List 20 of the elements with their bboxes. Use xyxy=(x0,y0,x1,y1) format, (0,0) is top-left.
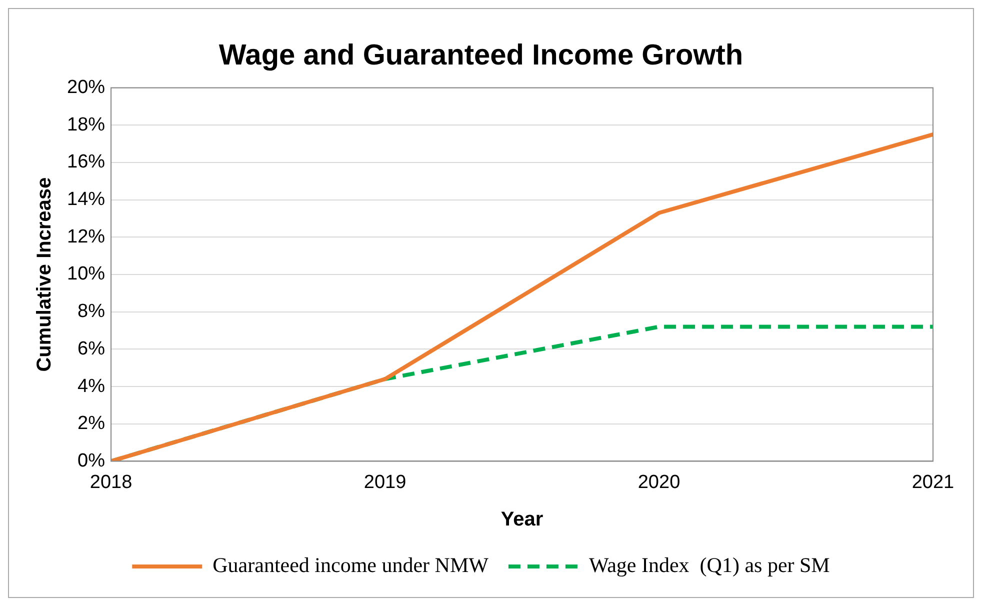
x-tick-label: 2021 xyxy=(912,472,954,493)
x-axis-title: Year xyxy=(500,508,544,531)
x-tick-label: 2019 xyxy=(364,472,406,493)
y-tick-label: 20% xyxy=(66,77,106,98)
y-tick-label: 2% xyxy=(78,413,106,434)
chart-title: Wage and Guaranteed Income Growth xyxy=(218,39,744,72)
legend-label: Guaranteed income under NMW xyxy=(212,553,489,578)
x-tick-label: 2020 xyxy=(638,472,680,493)
y-axis-title: Cumulative Increase xyxy=(34,177,56,372)
y-tick-label: 4% xyxy=(78,376,106,397)
x-tick-label: 2018 xyxy=(90,472,132,493)
y-tick-label: 12% xyxy=(66,226,106,248)
y-tick-label: 18% xyxy=(66,114,106,136)
y-tick-label: 0% xyxy=(78,450,106,472)
y-tick-label: 8% xyxy=(78,301,106,322)
legend-label: Wage Index (Q1) as per SM xyxy=(588,553,830,578)
y-tick-label: 14% xyxy=(66,189,106,210)
y-tick-label: 10% xyxy=(66,264,106,285)
y-tick-label: 6% xyxy=(78,338,106,360)
y-tick-label: 16% xyxy=(66,152,106,173)
